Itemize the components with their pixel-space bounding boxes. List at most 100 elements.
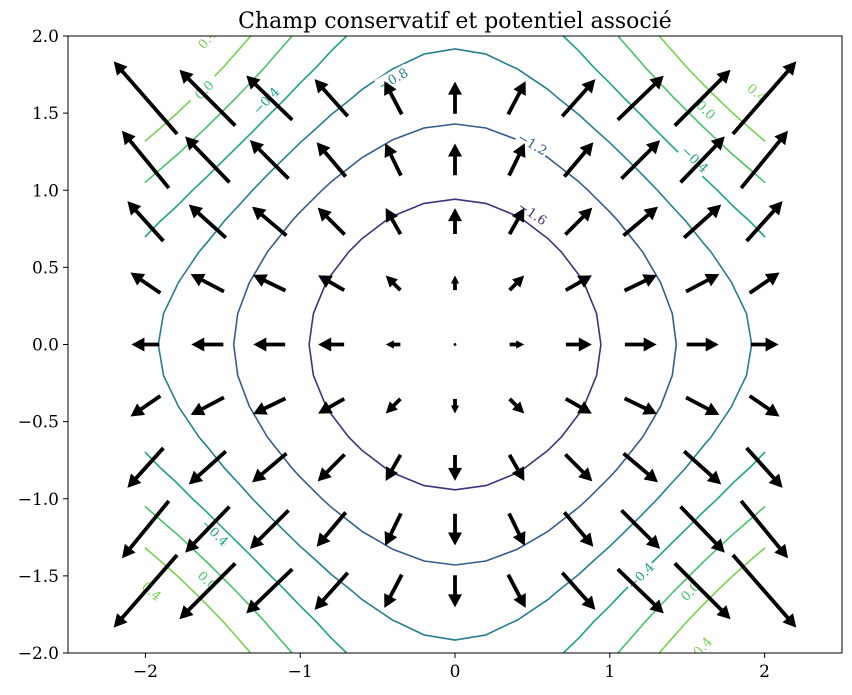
contour-label-background [672,573,708,610]
contour-label-background [133,574,170,609]
field-arrow [384,512,403,546]
y-tick-label: 0.0 [32,336,59,356]
field-arrow [318,337,345,352]
field-arrow [623,396,657,415]
field-arrow [385,340,401,349]
field-arrow [188,204,228,240]
field-arrow [506,81,526,116]
field-arrow [191,337,224,352]
field-arrow [685,395,720,416]
field-arrow [448,208,462,235]
y-tick-label: 1.0 [32,181,59,201]
field-arrow [731,553,797,628]
field-arrow [252,451,288,483]
y-tick-label: −1.5 [18,567,59,587]
field-arrow [620,140,661,181]
contour-label-background [374,63,412,95]
field-arrow [253,274,287,293]
field-arrow [745,446,783,488]
contour-label-background [248,83,284,119]
field-arrow [564,207,593,236]
field-arrow [314,571,350,610]
field-arrow [127,201,165,243]
x-tick-label: 2 [759,662,770,682]
x-tick-label: 1 [604,662,615,682]
field-arrow [508,275,525,292]
field-arrow [507,208,525,236]
field-arrow [253,396,287,415]
field-arrow [562,511,594,547]
field-arrow [317,453,346,482]
field-arrow [113,61,179,136]
field-arrow [673,562,731,620]
x-axis-ticks: −2 −1 0 1 2 [133,653,770,682]
field-arrow [190,273,225,294]
field-arrow [679,505,725,553]
field-arrow [448,143,462,176]
field-arrow [748,394,780,417]
field-arrow [745,201,783,243]
field-arrow [384,573,404,608]
field-arrow [682,204,722,240]
field-arrow [686,337,719,352]
contour-label-background [513,197,551,230]
field-arrow [565,337,592,352]
field-arrow [121,130,171,190]
field-arrow [113,553,179,628]
field-arrow [748,272,780,295]
field-arrow [385,208,403,236]
field-arrow [317,207,346,236]
field-arrow [316,511,348,547]
field-arrow [616,75,664,122]
quiver-layer [113,61,797,628]
field-arrow [624,337,657,352]
field-arrow [318,397,346,414]
field-arrow [562,142,594,178]
y-tick-label: −2.0 [18,644,59,664]
field-arrow [453,343,457,346]
contour-line [232,123,678,566]
contour-line [144,36,766,653]
field-arrow [750,337,779,352]
field-arrow [314,79,350,118]
field-arrow [249,140,290,181]
field-arrow [185,505,231,553]
field-arrow [130,272,162,295]
field-arrow [384,81,404,116]
x-tick-label: 0 [450,662,461,682]
field-arrow [185,136,231,184]
field-arrow [507,453,525,481]
field-arrow [731,61,797,136]
field-arrow [564,397,592,414]
field-arrow [507,512,526,546]
contour-label-background [513,128,552,160]
field-arrow [316,142,348,178]
field-arrow [682,449,722,485]
field-arrow [318,275,346,292]
field-arrow [622,206,658,238]
contour-label-background [738,75,775,111]
field-arrow [179,562,237,620]
contour-label-background [189,562,226,599]
field-arrow [385,397,402,414]
contour-label-background [677,141,713,177]
field-arrow [509,340,525,349]
field-arrow [179,69,237,127]
field-arrow [131,337,160,352]
field-arrow [622,451,658,483]
chart-title: Champ conservatif et potentiel associé [238,9,672,34]
field-arrow [508,397,525,414]
field-arrow [673,69,731,127]
field-arrow [739,130,789,190]
contour-label-background [190,36,225,58]
field-arrow [252,206,288,238]
field-arrow [130,394,162,417]
field-arrow [190,395,225,416]
field-arrow [448,81,462,114]
field-arrow [560,571,596,610]
field-arrow [385,453,403,481]
field-arrow [127,446,165,488]
field-arrow [384,143,403,177]
